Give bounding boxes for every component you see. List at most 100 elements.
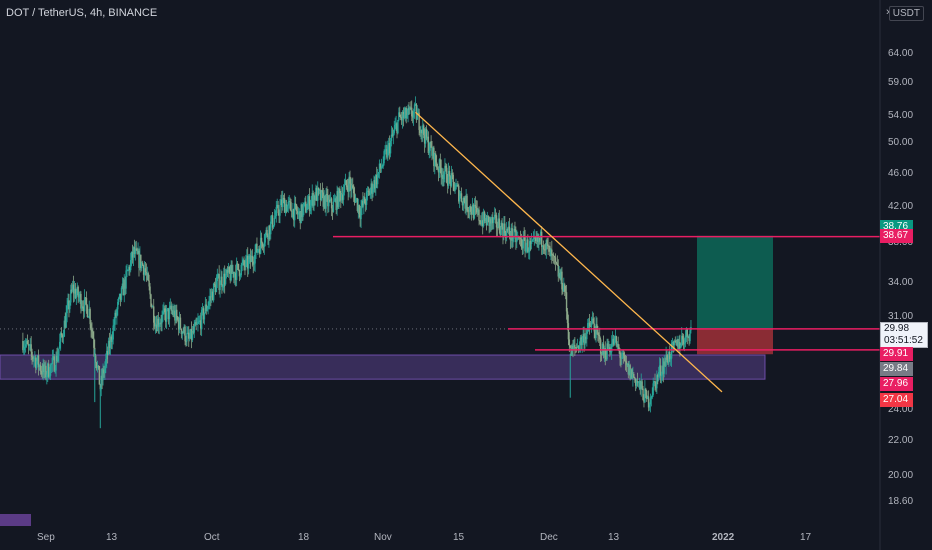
candle-body bbox=[225, 269, 228, 276]
countdown-timer: 03:51:52 bbox=[884, 335, 923, 346]
candle-body bbox=[24, 346, 26, 348]
candle-body bbox=[657, 375, 659, 377]
candle-body bbox=[452, 174, 454, 182]
currency-label[interactable]: USDT bbox=[888, 6, 924, 21]
candle-body bbox=[191, 330, 194, 340]
candle-body bbox=[216, 276, 219, 282]
candle-body bbox=[212, 291, 214, 301]
candle-body bbox=[204, 304, 207, 313]
price-tick: 20.00 bbox=[888, 469, 914, 481]
candle-body bbox=[358, 204, 360, 214]
candle-body bbox=[392, 133, 395, 136]
candle-body bbox=[119, 293, 122, 300]
candle-body bbox=[131, 251, 134, 258]
candle-body bbox=[374, 180, 376, 189]
candle-body bbox=[316, 187, 318, 201]
candle-body bbox=[275, 207, 277, 216]
candle-body bbox=[221, 276, 223, 287]
candle-body bbox=[107, 340, 110, 355]
candle-body bbox=[559, 272, 561, 280]
candle-body bbox=[368, 191, 371, 196]
mini-navigator[interactable] bbox=[0, 514, 31, 526]
candle-body bbox=[44, 365, 46, 373]
candle-body bbox=[630, 369, 632, 379]
candle-body bbox=[62, 336, 65, 338]
candle-body bbox=[369, 190, 371, 196]
candle-body bbox=[129, 260, 132, 271]
candle-body bbox=[622, 352, 624, 359]
candle-body bbox=[66, 305, 68, 314]
candle-body bbox=[377, 172, 380, 174]
candle-body bbox=[521, 247, 524, 249]
candle-body bbox=[382, 163, 384, 167]
candle-body bbox=[574, 344, 576, 348]
candle-body bbox=[95, 362, 98, 369]
candle-body bbox=[113, 324, 115, 326]
candle-body bbox=[30, 344, 32, 352]
candle-body bbox=[174, 310, 176, 321]
candle-body bbox=[446, 182, 449, 186]
candle-body bbox=[208, 300, 210, 306]
candle-body bbox=[628, 365, 630, 375]
candle-body bbox=[366, 190, 369, 192]
candle-body bbox=[456, 184, 458, 186]
candle-body bbox=[605, 357, 607, 360]
candle-body bbox=[31, 351, 33, 357]
candle-body bbox=[32, 356, 34, 360]
candle-body bbox=[202, 308, 205, 320]
candle-body bbox=[661, 365, 664, 376]
candle-body bbox=[498, 218, 500, 231]
candle-body bbox=[378, 163, 381, 173]
candle-body bbox=[532, 237, 535, 240]
candle-body bbox=[56, 355, 58, 362]
candle-body bbox=[169, 305, 172, 308]
candle-body bbox=[651, 394, 653, 398]
candle-body bbox=[83, 307, 85, 312]
candle-body bbox=[668, 351, 670, 364]
candle-body bbox=[110, 336, 113, 342]
candle-body bbox=[156, 318, 159, 332]
candle-body bbox=[28, 344, 31, 346]
price-tick: 18.60 bbox=[888, 496, 914, 507]
candle-body bbox=[599, 339, 602, 354]
candle-body bbox=[537, 235, 539, 243]
candle-body bbox=[37, 355, 40, 367]
candle-body bbox=[359, 213, 361, 220]
candle-body bbox=[503, 223, 505, 237]
candle-body bbox=[47, 363, 49, 375]
candle-body bbox=[128, 266, 130, 271]
candle-body bbox=[446, 167, 448, 183]
candle-body bbox=[29, 344, 31, 346]
candle-body bbox=[586, 331, 588, 340]
candle-body bbox=[667, 359, 669, 364]
price-label-value: 29.84 bbox=[883, 363, 909, 374]
candle-body bbox=[351, 185, 353, 190]
candle-body bbox=[147, 273, 149, 281]
candle-body bbox=[394, 124, 396, 129]
candle-body bbox=[292, 208, 294, 218]
candle-body bbox=[619, 350, 621, 358]
candle-body bbox=[265, 229, 267, 235]
candle-body bbox=[461, 201, 464, 206]
candle-body bbox=[161, 314, 163, 324]
candle-body bbox=[310, 199, 313, 206]
candle-body bbox=[85, 297, 88, 306]
candle-body bbox=[672, 342, 675, 346]
candle-body bbox=[75, 293, 78, 298]
candle-body bbox=[84, 297, 87, 299]
candle-body bbox=[79, 293, 81, 297]
candle-body bbox=[527, 239, 529, 253]
candle-body bbox=[493, 218, 495, 223]
candle-body bbox=[42, 364, 44, 375]
candle-body bbox=[423, 134, 426, 144]
lock-icon[interactable]: › bbox=[886, 6, 890, 18]
candle-body bbox=[86, 305, 89, 318]
candle-body bbox=[458, 185, 460, 202]
candle-body bbox=[633, 373, 635, 378]
candle-body bbox=[172, 310, 174, 315]
candle-body bbox=[491, 216, 493, 224]
candle-body bbox=[323, 195, 325, 207]
candle-body bbox=[140, 254, 142, 269]
candle-body bbox=[449, 176, 452, 186]
